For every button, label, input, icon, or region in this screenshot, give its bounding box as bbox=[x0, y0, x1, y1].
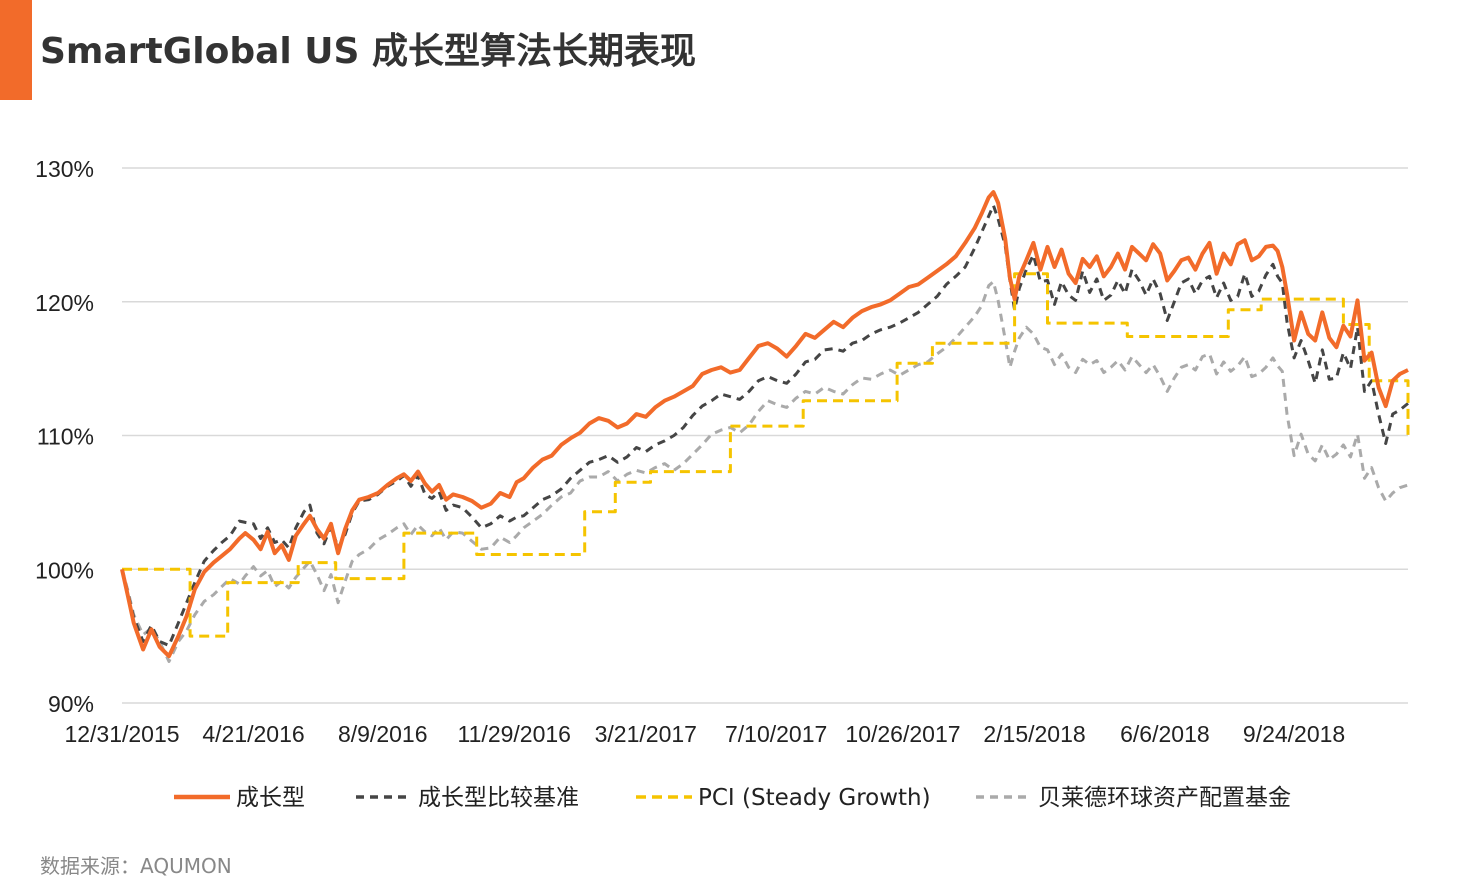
legend-label: 成长型 bbox=[236, 785, 305, 811]
y-tick-label: 90% bbox=[48, 691, 94, 717]
legend: 成长型 成长型比较基准 PCI (Steady Growth) 贝莱德环球资产配置基金 bbox=[174, 785, 1291, 811]
x-tick-label: 7/10/2017 bbox=[725, 721, 827, 747]
x-tick-label: 6/6/2018 bbox=[1120, 721, 1210, 747]
x-tick-label: 2/15/2018 bbox=[983, 721, 1085, 747]
y-tick-label: 110% bbox=[37, 424, 94, 450]
x-tick-label: 8/9/2016 bbox=[338, 721, 428, 747]
x-tick-label: 10/26/2017 bbox=[845, 721, 960, 747]
x-tick-label: 11/29/2016 bbox=[458, 721, 571, 747]
title-accent-bar bbox=[0, 0, 32, 100]
legend-label: PCI (Steady Growth) bbox=[698, 785, 931, 811]
x-tick-label: 12/31/2015 bbox=[64, 721, 179, 747]
y-tick-label: 130% bbox=[35, 156, 94, 182]
chart-title: SmartGlobal US 成长型算法长期表现 bbox=[40, 31, 696, 72]
legend-label: 贝莱德环球资产配置基金 bbox=[1038, 785, 1291, 811]
series-line-0 bbox=[120, 190, 1409, 659]
series-line-3 bbox=[120, 280, 1409, 663]
y-axis-ticks: 130% 120% 110% 100% 90% bbox=[35, 156, 94, 717]
series-line-2 bbox=[122, 272, 1410, 638]
data-source-note: 数据来源：AQUMON bbox=[40, 854, 232, 878]
x-tick-label: 4/21/2016 bbox=[202, 721, 304, 747]
legend-label: 成长型比较基准 bbox=[418, 785, 579, 811]
y-tick-label: 120% bbox=[35, 290, 94, 316]
gridlines bbox=[122, 167, 1408, 704]
x-axis-ticks: 12/31/2015 4/21/2016 8/9/2016 11/29/2016 3/2… bbox=[64, 721, 1345, 747]
y-tick-label: 100% bbox=[35, 557, 94, 583]
series-lines bbox=[120, 190, 1410, 663]
x-tick-label: 3/21/2017 bbox=[595, 721, 697, 747]
x-tick-label: 9/24/2018 bbox=[1243, 721, 1345, 747]
